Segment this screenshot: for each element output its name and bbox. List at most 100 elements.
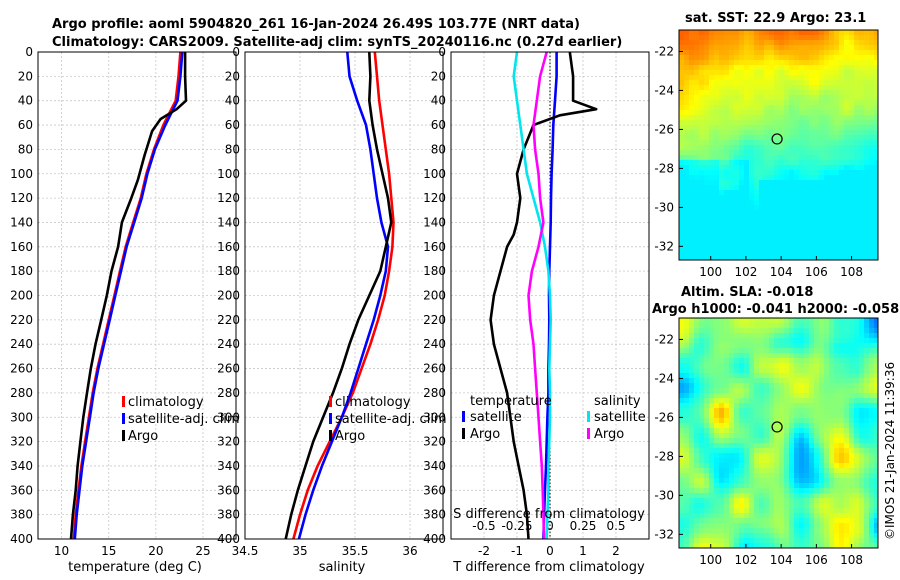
- map-cell: [734, 538, 740, 544]
- map-cell: [789, 533, 795, 539]
- map-cell: [704, 373, 710, 379]
- x2-tick-label: -0.25: [501, 519, 532, 533]
- map-cell: [734, 190, 740, 196]
- map-cell: [819, 383, 825, 389]
- map-cell: [829, 100, 835, 106]
- map-cell: [854, 348, 860, 354]
- map-cell: [779, 348, 785, 354]
- map-cell: [774, 75, 780, 81]
- map-cell: [699, 488, 705, 494]
- map-cell: [874, 488, 878, 494]
- x2-tick-label: 0.25: [570, 519, 597, 533]
- map-cell: [839, 373, 845, 379]
- map-cell: [799, 318, 805, 324]
- map-cell: [749, 95, 755, 101]
- x-tick-label: 106: [805, 553, 828, 567]
- map-cell: [704, 60, 710, 66]
- map-cell: [834, 100, 840, 106]
- map-cell: [759, 523, 765, 529]
- map-cell: [864, 220, 870, 226]
- map-cell: [809, 230, 815, 236]
- map-cell: [799, 358, 805, 364]
- map-cell: [749, 115, 755, 121]
- map-cell: [684, 338, 690, 344]
- map-cell: [804, 230, 810, 236]
- map-cell: [844, 30, 850, 36]
- map-cell: [759, 368, 765, 374]
- map-cell: [814, 180, 820, 186]
- map-cell: [689, 403, 695, 409]
- map-cell: [784, 245, 790, 251]
- map-cell: [789, 518, 795, 524]
- map-cell: [859, 338, 865, 344]
- map-cell: [754, 473, 760, 479]
- map-cell: [754, 130, 760, 136]
- map-cell: [684, 423, 690, 429]
- map-cell: [729, 180, 735, 186]
- map-cell: [784, 215, 790, 221]
- map-cell: [774, 498, 780, 504]
- map-cell: [754, 323, 760, 329]
- map-cell: [844, 105, 850, 111]
- map-cell: [709, 493, 715, 499]
- y-tick-label: 0: [25, 45, 33, 59]
- map-cell: [854, 220, 860, 226]
- map-cell: [824, 240, 830, 246]
- map-cell: [834, 443, 840, 449]
- map-cell: [804, 358, 810, 364]
- map-cell: [789, 250, 795, 256]
- map-cell: [679, 438, 685, 444]
- map-cell: [779, 353, 785, 359]
- map-cell: [714, 90, 720, 96]
- sla-map-title-line2: Argo h1000: -0.041 h2000: -0.058: [652, 302, 899, 317]
- map-cell: [679, 250, 685, 256]
- map-cell: [874, 423, 878, 429]
- map-cell: [699, 60, 705, 66]
- map-cell: [859, 215, 865, 221]
- map-cell: [749, 488, 755, 494]
- map-cell: [739, 323, 745, 329]
- map-cell: [784, 368, 790, 374]
- map-cell: [714, 160, 720, 166]
- map-cell: [829, 528, 835, 534]
- map-cell: [689, 135, 695, 141]
- map-cell: [839, 205, 845, 211]
- map-cell: [819, 45, 825, 51]
- map-cell: [684, 245, 690, 251]
- map-cell: [874, 90, 878, 96]
- map-cell: [799, 110, 805, 116]
- map-cell: [824, 200, 830, 206]
- map-cell: [874, 498, 878, 504]
- map-cell: [789, 240, 795, 246]
- map-cell: [874, 468, 878, 474]
- map-cell: [759, 245, 765, 251]
- map-cell: [839, 523, 845, 529]
- map-cell: [864, 180, 870, 186]
- map-cell: [759, 220, 765, 226]
- map-cell: [794, 195, 800, 201]
- map-cell: [854, 155, 860, 161]
- map-cell: [829, 85, 835, 91]
- map-cell: [739, 453, 745, 459]
- map-cell: [714, 65, 720, 71]
- map-cell: [689, 215, 695, 221]
- map-cell: [824, 438, 830, 444]
- map-cell: [834, 438, 840, 444]
- map-cell: [684, 170, 690, 176]
- map-cell: [814, 70, 820, 76]
- map-cell: [844, 45, 850, 51]
- map-cell: [864, 348, 870, 354]
- map-cell: [759, 373, 765, 379]
- map-cell: [694, 245, 700, 251]
- map-cell: [864, 413, 870, 419]
- map-cell: [869, 245, 875, 251]
- map-cell: [804, 468, 810, 474]
- map-cell: [769, 90, 775, 96]
- map-cell: [789, 200, 795, 206]
- map-cell: [794, 453, 800, 459]
- map-cell: [784, 538, 790, 544]
- map-cell: [804, 95, 810, 101]
- map-cell: [769, 538, 775, 544]
- map-cell: [759, 438, 765, 444]
- map-cell: [859, 45, 865, 51]
